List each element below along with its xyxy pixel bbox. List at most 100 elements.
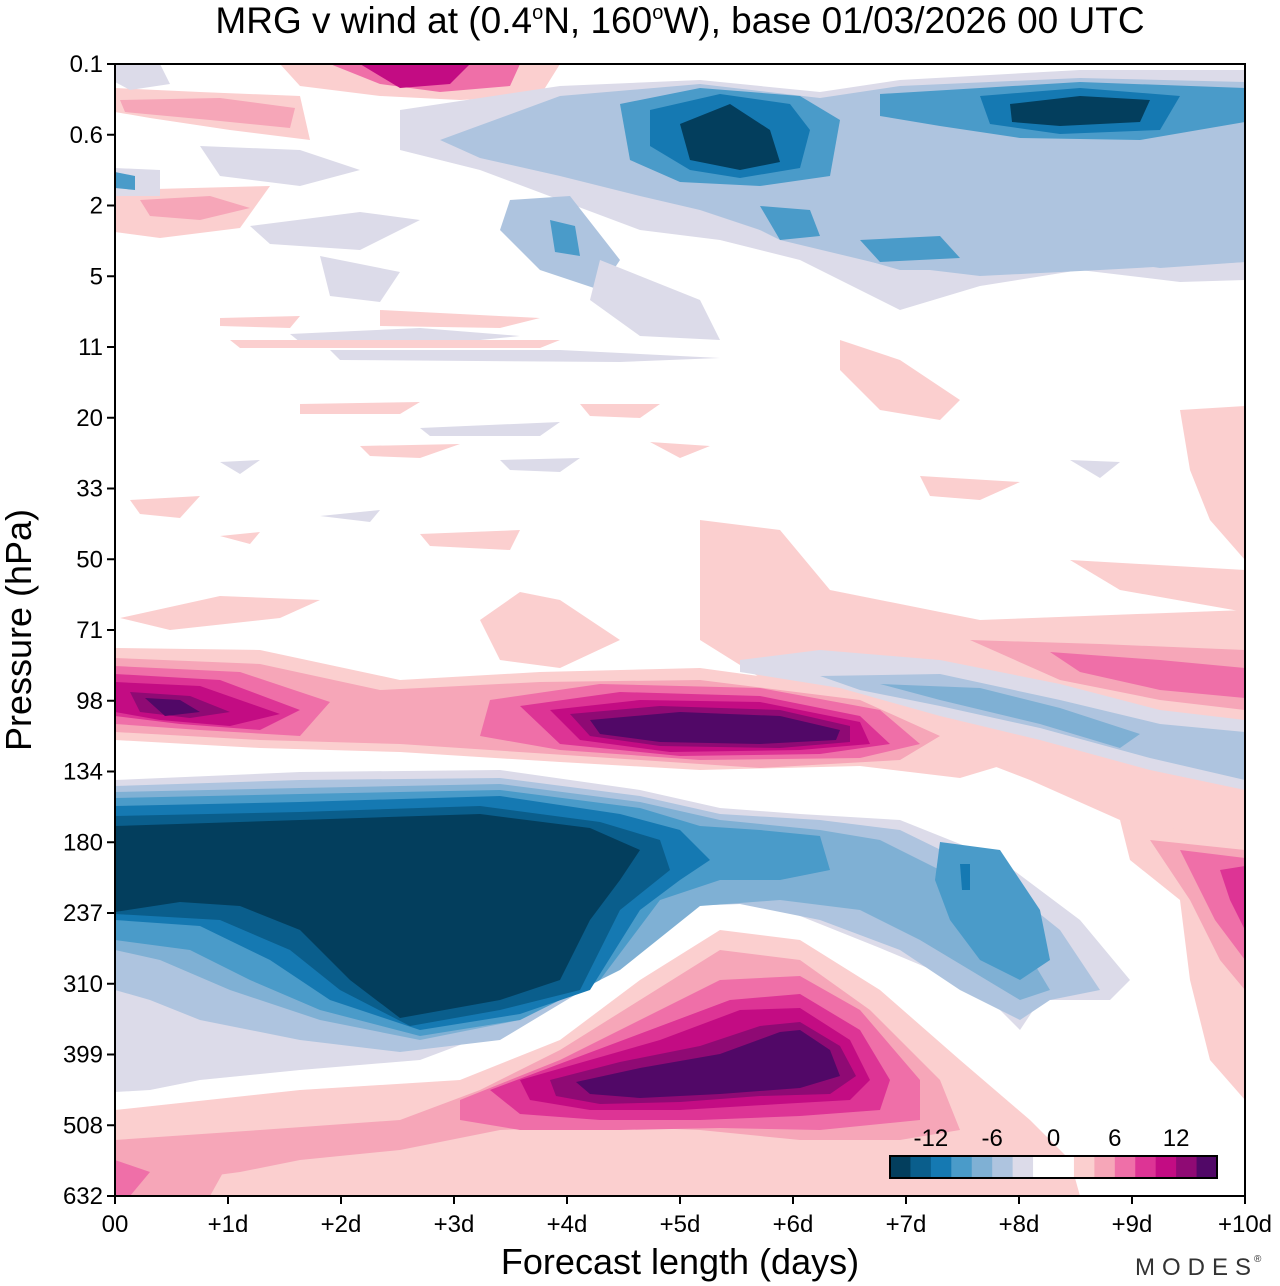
y-tick-label: 2	[90, 193, 103, 220]
colorbar-swatch	[890, 1156, 911, 1178]
colorbar-swatch	[1176, 1156, 1198, 1178]
colorbar-label: 0	[1047, 1125, 1060, 1152]
y-axis: 0.1 0.6 2 5 11 20 33 50 71 98 134 180 237 310 399 508 63…	[63, 51, 115, 1210]
x-tick-label: +2d	[321, 1211, 362, 1238]
colorbar-label: 6	[1108, 1125, 1121, 1152]
colorbar-frame	[889, 1155, 1218, 1179]
contour-neg-mid-1	[700, 196, 1245, 276]
contour-strato-pink-3	[230, 340, 560, 348]
colorbar-swatch	[1073, 1156, 1095, 1178]
contour-neg-upper-7	[680, 104, 780, 170]
x-tick-label: +7d	[886, 1211, 927, 1238]
colorbar-swatch	[1012, 1156, 1034, 1178]
colorbar-label: 12	[1163, 1125, 1190, 1152]
contour-strato-pink-9	[650, 442, 710, 458]
contour-strato-pink-15	[1070, 560, 1245, 612]
contour-strato-pink-2	[380, 310, 540, 328]
contour-upper-pink-3	[120, 98, 295, 128]
title-part-3: W), base 01/03/2026 00 UTC	[663, 0, 1144, 41]
contour-strato-pink-16	[120, 596, 320, 630]
contour-strato-pink-1	[220, 316, 300, 328]
contour-neg-mid-8	[320, 256, 400, 302]
y-tick-label: 71	[76, 617, 103, 644]
x-tick-label: +6d	[773, 1211, 814, 1238]
colorbar-swatch	[1094, 1156, 1116, 1178]
brand-registered-mark: ®	[1254, 1254, 1262, 1265]
modes-brand: MODES	[1135, 1254, 1258, 1281]
contour-neg-left-2	[115, 172, 135, 190]
y-tick-label: 508	[63, 1112, 103, 1139]
y-tick-label: 33	[76, 476, 103, 503]
contour-strato-pink-4	[840, 340, 960, 420]
contour-upper-pink-5	[140, 196, 250, 220]
contour-strato-lilac-5	[220, 460, 260, 474]
y-tick-label: 180	[63, 829, 103, 856]
x-tick-label: +3d	[434, 1211, 475, 1238]
contour-strato-pink-13	[220, 532, 260, 544]
contour-strato-pink-7	[580, 404, 660, 418]
contour-neg-diag-2	[820, 674, 1245, 780]
contour-strato-pink-5	[1180, 406, 1245, 560]
colorbar-swatch	[971, 1156, 993, 1178]
contour-strato-lilac-7	[320, 510, 380, 522]
contour-pos-band-11	[145, 698, 200, 716]
contour-strato-lilac-6	[1070, 460, 1120, 478]
contour-upper-purple	[360, 64, 470, 88]
contour-strato-lilac-4	[500, 458, 580, 472]
x-tick-label: +10d	[1218, 1211, 1272, 1238]
colorbar-swatch	[1114, 1156, 1136, 1178]
contour-neg-core-9	[115, 814, 640, 1018]
x-axis-title: Forecast length (days)	[501, 1241, 859, 1282]
colorbar-swatch	[1053, 1156, 1075, 1178]
plot-area	[115, 64, 1245, 1196]
y-tick-label: 50	[76, 546, 103, 573]
contour-pos-right-6	[1220, 866, 1245, 930]
title-degree-1: o	[532, 2, 543, 24]
contour-neg-diag-3	[880, 684, 1140, 748]
y-tick-label: 310	[63, 971, 103, 998]
contour-strato-pink-17	[480, 592, 620, 668]
colorbar-swatch	[930, 1156, 952, 1178]
x-tick-label: +8d	[999, 1211, 1040, 1238]
x-tick-label: +9d	[1112, 1211, 1153, 1238]
contour-neg-mid-5	[250, 212, 420, 250]
colorbar-label: -12	[914, 1125, 949, 1152]
colorbar-swatch	[1033, 1156, 1054, 1178]
contour-pos-band-12	[590, 712, 840, 744]
y-tick-label: 20	[76, 405, 103, 432]
chart-title: MRG v wind at (0.4oN, 160oW), base 01/03…	[215, 0, 1144, 41]
contour-strato-pink-6	[300, 402, 420, 414]
colorbar-label: -6	[982, 1125, 1003, 1152]
contour-neg-mid-3	[860, 236, 960, 262]
y-tick-label: 0.1	[70, 51, 103, 78]
contour-neg-core-7	[960, 864, 970, 890]
contour-strato-pink-10	[920, 476, 1020, 500]
contour-pos-lower-9	[115, 1160, 150, 1196]
contour-upper-lilac	[115, 64, 170, 90]
colorbar-swatch	[1155, 1156, 1177, 1178]
contour-neg-mid-2	[760, 206, 820, 240]
contour-neg-mid-4	[200, 146, 360, 186]
y-tick-label: 11	[78, 334, 103, 361]
x-tick-label: 00	[102, 1211, 129, 1238]
y-tick-label: 237	[63, 900, 103, 927]
title-part-1: MRG v wind at (0.4	[215, 0, 532, 41]
x-axis: 00 +1d +2d +3d +4d +5d +6d +7d +8d +9d +10d	[102, 1196, 1272, 1238]
contour-neg-left-bubble	[115, 1010, 155, 1088]
contour-neg-mid-7	[550, 220, 580, 256]
x-tick-label: +1d	[208, 1211, 249, 1238]
contour-neg-mid-9	[590, 260, 720, 340]
contour-pos-right-2	[1050, 652, 1245, 698]
contour-pos-lower-7	[576, 1030, 840, 1098]
y-tick-label: 134	[63, 759, 103, 786]
y-tick-label: 0.6	[70, 122, 103, 149]
contour-pos-lower-8	[115, 1140, 230, 1196]
contour-neg-upper-8	[1010, 96, 1150, 126]
contour-strato-pink-11	[130, 496, 200, 518]
y-axis-title: Pressure (hPa)	[0, 509, 39, 751]
y-tick-label: 98	[76, 688, 103, 715]
title-part-2: N, 160	[543, 0, 652, 41]
colorbar-swatch	[992, 1156, 1014, 1178]
colorbar-swatch	[1135, 1156, 1157, 1178]
